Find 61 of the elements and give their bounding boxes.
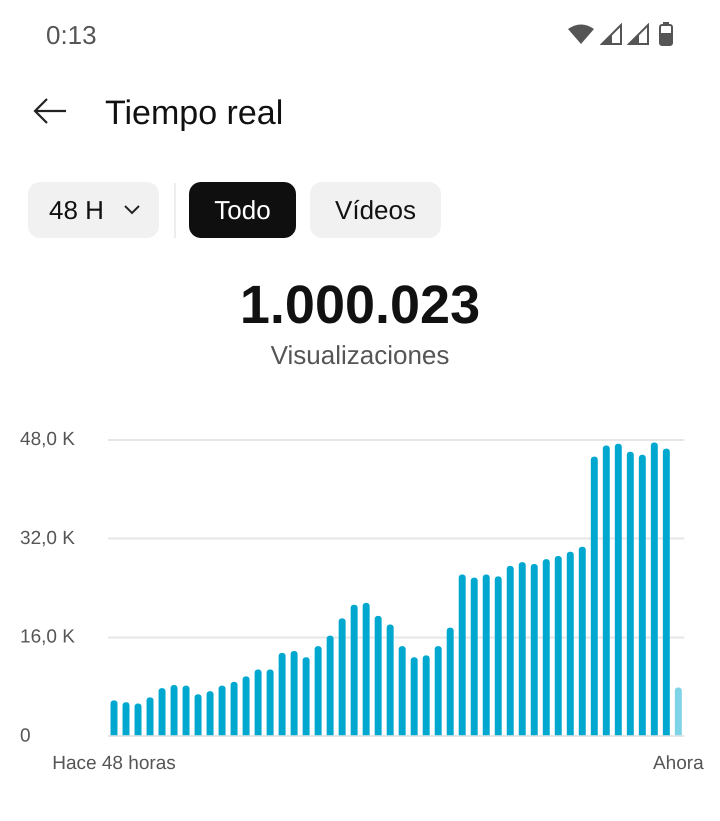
bar <box>482 574 490 736</box>
bar <box>266 670 274 736</box>
bar <box>230 682 238 736</box>
bar <box>398 646 406 736</box>
bar <box>494 576 502 736</box>
bar <box>434 646 442 736</box>
y-tick-label: 16,0 K <box>20 626 76 648</box>
bar <box>158 688 166 736</box>
text: Visualizaciones <box>270 340 450 371</box>
text: 0:13 <box>46 20 97 51</box>
y-tick-label: 32,0 K <box>20 528 76 549</box>
bar <box>590 456 598 736</box>
bar <box>638 454 646 736</box>
bar <box>290 651 298 736</box>
bar <box>194 694 202 736</box>
bar <box>206 691 214 736</box>
bar <box>350 604 358 736</box>
text: Todo <box>189 182 296 238</box>
bar <box>626 452 634 736</box>
bar <box>674 687 682 736</box>
bar <box>458 574 466 736</box>
bar <box>278 652 286 736</box>
bar <box>614 444 622 736</box>
bar <box>218 686 226 736</box>
x-tick-label: Ahora <box>652 752 704 774</box>
text: Vídeos <box>310 182 441 238</box>
bar <box>182 686 190 736</box>
bar <box>410 657 418 736</box>
bar <box>518 562 526 736</box>
bar <box>602 446 610 736</box>
chart-title: Tiempo real <box>105 94 284 133</box>
bar <box>326 636 334 736</box>
bar <box>302 657 310 736</box>
bar <box>506 566 514 736</box>
bar <box>530 564 538 736</box>
bar <box>662 448 670 736</box>
bar <box>554 556 562 736</box>
bar <box>314 646 322 736</box>
text: 48 H <box>49 194 104 226</box>
bar <box>542 559 550 736</box>
bar <box>470 578 478 736</box>
bar <box>242 676 250 736</box>
bar <box>578 546 586 736</box>
bar <box>374 616 382 736</box>
bar <box>146 697 154 736</box>
y-tick-label: 0 <box>20 725 31 746</box>
bar <box>650 442 658 736</box>
bar <box>110 700 118 736</box>
bar <box>134 703 142 736</box>
bar <box>338 618 346 736</box>
bar <box>122 702 130 736</box>
y-tick-label: 48,0 K <box>20 429 76 450</box>
bar <box>362 602 370 736</box>
bar <box>170 684 178 736</box>
bar <box>446 628 454 736</box>
x-tick-label: Hace 48 horas <box>52 752 176 774</box>
text: 1.000.023 <box>238 274 482 336</box>
bar <box>254 670 262 736</box>
bar <box>566 552 574 736</box>
bar <box>422 655 430 736</box>
bar <box>386 624 394 736</box>
